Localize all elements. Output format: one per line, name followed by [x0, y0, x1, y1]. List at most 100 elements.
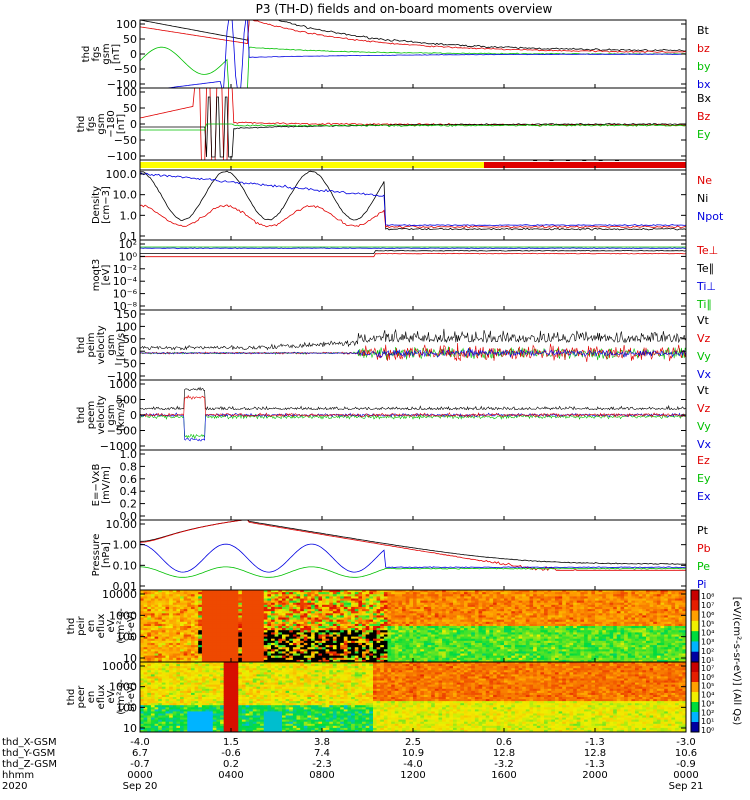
spectrogram-cell	[194, 653, 199, 657]
spectrogram-cell	[343, 623, 348, 627]
spectrogram-cell	[547, 653, 552, 657]
spectrogram-cell	[172, 600, 177, 604]
spectrogram-cell	[158, 590, 163, 593]
spectrogram-cell	[209, 621, 214, 625]
spectrogram-cell	[282, 606, 287, 610]
spectrogram-cell	[161, 619, 166, 623]
legend-entry: bx	[697, 78, 711, 91]
spectrogram-cell	[282, 611, 287, 614]
spectrogram-cell	[635, 623, 640, 627]
spectrogram-cell	[307, 602, 312, 606]
series-line	[140, 413, 686, 440]
spectrogram-cell	[591, 604, 596, 608]
spectrogram-cell	[336, 653, 341, 657]
y-tick-label: 10.00	[106, 518, 138, 531]
spectrogram-cell	[143, 609, 148, 612]
spectrogram-cell	[518, 649, 523, 652]
spectrogram-cell	[500, 594, 505, 597]
spectrogram-cell	[147, 638, 152, 642]
spectrogram-cell	[198, 651, 203, 654]
spectrogram-cell	[624, 594, 629, 597]
spectrogram-cell	[380, 649, 385, 652]
spectrogram-cell	[198, 602, 203, 606]
spectrogram-cell	[329, 632, 334, 635]
spectrogram-cell	[223, 647, 228, 650]
spectrogram-cell	[394, 606, 399, 610]
spectrogram-cell	[413, 615, 418, 618]
spectrogram-cell	[369, 615, 374, 618]
spectrogram-cell	[445, 649, 450, 652]
spectrogram-cell	[616, 621, 621, 625]
spectrogram-cell	[198, 594, 203, 597]
spectrogram-cell	[223, 611, 228, 614]
spectrogram-cell	[445, 590, 450, 593]
spectrogram-cell	[158, 636, 163, 640]
spectrogram-cell	[547, 649, 552, 652]
spectrogram-cell	[172, 604, 177, 608]
spectrogram-cell	[602, 647, 607, 650]
spectrogram-cell	[467, 609, 472, 612]
spectrogram-cell	[201, 651, 206, 654]
spectrogram-cell	[555, 598, 560, 602]
spectrogram-cell	[496, 594, 501, 597]
spectrogram-cell	[573, 632, 578, 635]
spectrogram-cell	[373, 636, 378, 640]
spectrogram-cell	[522, 649, 527, 652]
spectrogram-cell	[624, 611, 629, 614]
spectrogram-cell	[325, 649, 330, 652]
spectrogram-cell	[267, 598, 272, 602]
spectrogram-cell	[176, 611, 181, 614]
spectrogram-cell	[507, 594, 512, 597]
spectrogram-cell	[511, 651, 516, 654]
spectrogram-cell	[238, 596, 243, 599]
spectrogram-cell	[471, 645, 476, 648]
spectrogram-cell	[616, 626, 621, 629]
spectrogram-cell	[303, 600, 308, 604]
spectrogram-cell	[456, 636, 461, 640]
spectrogram-cell	[238, 632, 243, 635]
spectrogram-cell	[402, 626, 407, 629]
spectrogram-cell	[172, 645, 177, 648]
spectrogram-cell	[260, 621, 265, 625]
spectrogram-cell	[245, 604, 250, 608]
spectrogram-cell	[201, 609, 206, 612]
spectrogram-cell	[373, 598, 378, 602]
spectrogram-cell	[362, 626, 367, 629]
spectrogram-cell	[245, 626, 250, 629]
spectrogram-cell	[489, 592, 494, 595]
spectrogram-cell	[565, 634, 570, 638]
spectrogram-cell	[453, 634, 458, 638]
spectrogram-cell	[332, 598, 337, 602]
spectrogram-cell	[238, 619, 243, 623]
spectrogram-cell	[158, 638, 163, 642]
spectrogram-cell	[150, 613, 155, 616]
spectrogram-cell	[311, 623, 316, 627]
spectrogram-cell	[307, 630, 312, 633]
spectrogram-cell	[220, 655, 225, 659]
spectrogram-cell	[209, 657, 214, 661]
spectrogram-cell	[507, 647, 512, 650]
spectrogram-cell	[347, 609, 352, 612]
spectrogram-cell	[514, 626, 519, 629]
spectrogram-cell	[565, 630, 570, 633]
spectrogram-cell	[256, 590, 261, 593]
spectrogram-cell	[565, 657, 570, 661]
spectrogram-cell	[576, 606, 581, 610]
spectrogram-cell	[373, 615, 378, 618]
spectrogram-cell	[209, 659, 214, 662]
spectrogram-cell	[409, 626, 414, 629]
spectrogram-cell	[169, 613, 174, 616]
spectrogram-cell	[176, 613, 181, 616]
spectrogram-cell	[285, 636, 290, 640]
spectrogram-cell	[474, 594, 479, 597]
spectrogram-cell	[198, 659, 203, 662]
spectrogram-cell	[511, 653, 516, 657]
spectrogram-cell	[256, 598, 261, 602]
spectrogram-cell	[314, 645, 319, 648]
spectrogram-cell	[453, 604, 458, 608]
spectrogram-cell	[154, 642, 159, 646]
spectrogram-cell	[620, 598, 625, 602]
spectrogram-cell	[431, 632, 436, 635]
spectrogram-cell	[620, 642, 625, 646]
spectrogram-cell	[576, 651, 581, 654]
